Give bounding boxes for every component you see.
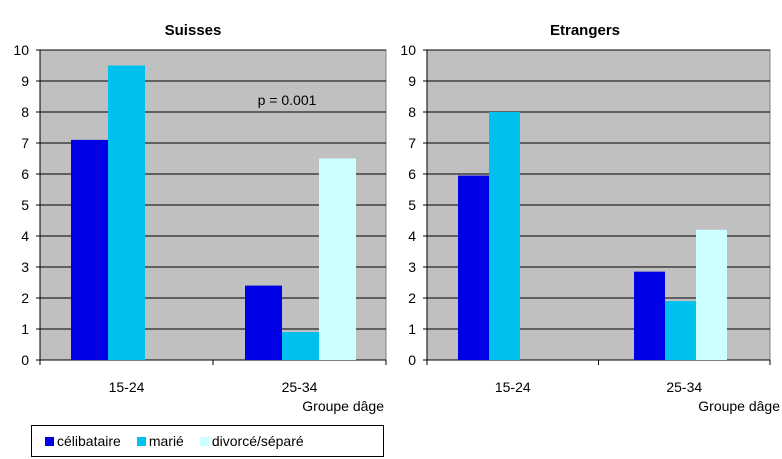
bar-marie	[489, 112, 520, 360]
bar-marie	[282, 332, 319, 360]
chart-suisses: 0 1 2 3 4 5 6 7 8 9 10 15-24 25-34 Suisses Groupe dâge…	[13, 22, 387, 414]
x-tick-label: 15-24	[109, 379, 145, 395]
y-tick-label: 9	[21, 73, 29, 89]
chart-title: Etrangers	[550, 22, 620, 39]
y-tick-label: 6	[408, 166, 416, 182]
y-tick-label: 4	[408, 228, 416, 244]
legend-item-divorce: divorcé/séparé	[199, 433, 304, 449]
x-tick-label: 15-24	[495, 379, 531, 395]
y-tick-label: 10	[13, 42, 29, 58]
y-tick-label: 0	[21, 352, 29, 368]
bar-divorce	[696, 229, 727, 360]
y-tick-label: 2	[21, 290, 29, 306]
y-tick-label: 6	[21, 166, 29, 182]
y-tick-label: 10	[400, 42, 416, 58]
x-axis-label: Groupe dâge	[302, 398, 384, 414]
legend-swatch-celibataire	[45, 436, 54, 446]
legend-label-divorce: divorcé/séparé	[211, 433, 304, 449]
legend-swatch-marie	[136, 436, 146, 446]
x-axis-label: Groupe dâge	[698, 398, 780, 414]
p-value-annotation: p = 0.001	[258, 92, 317, 108]
y-tick-label: 1	[408, 321, 416, 337]
y-tick-label: 2	[408, 290, 416, 306]
y-tick-label: 3	[21, 259, 29, 275]
y-tick-label: 5	[21, 197, 29, 213]
bar-celibataire	[71, 139, 108, 360]
chart-etrangers: 0 1 2 3 4 5 6 7 8 9 10 15-24 25-34 Etrangers Groupe dâ…	[400, 22, 780, 414]
bar-celibataire	[245, 285, 282, 360]
bar-divorce	[319, 158, 356, 360]
x-tick-label: 25-34	[666, 379, 702, 395]
y-tick-label: 0	[408, 352, 416, 368]
y-tick-label: 1	[21, 321, 29, 337]
x-tick-label: 25-34	[282, 379, 318, 395]
y-tick-label: 7	[408, 135, 416, 151]
legend-label-celibataire: célibataire	[57, 433, 121, 449]
bar-celibataire	[458, 175, 489, 360]
chart-title: Suisses	[165, 22, 222, 39]
bar-marie	[665, 301, 696, 360]
y-tick-label: 8	[21, 104, 29, 120]
bar-marie	[108, 65, 145, 360]
y-tick-label: 9	[408, 73, 416, 89]
y-tick-label: 8	[408, 104, 416, 120]
bar-celibataire	[634, 271, 665, 360]
legend-item-marie: marié	[136, 433, 184, 449]
legend-swatch-divorce	[199, 436, 209, 446]
legend: célibataire marié divorcé/séparé	[31, 425, 384, 457]
y-tick-label: 3	[408, 259, 416, 275]
y-tick-label: 4	[21, 228, 29, 244]
legend-item-celibataire: célibataire	[45, 433, 121, 449]
legend-label-marie: marié	[148, 433, 184, 449]
y-tick-label: 5	[408, 197, 416, 213]
y-tick-label: 7	[21, 135, 29, 151]
